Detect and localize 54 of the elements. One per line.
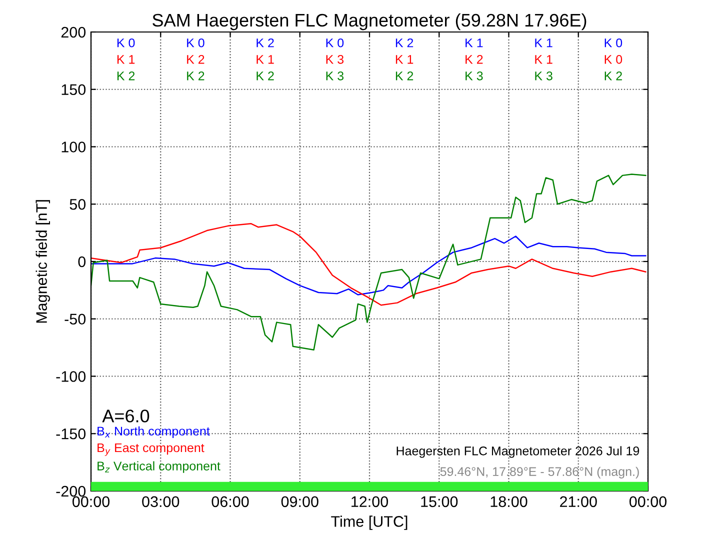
y-axis-title: Magnetic field [nT] <box>36 200 50 323</box>
annotation: K 1 <box>396 55 414 64</box>
annotation: K 3 <box>535 71 552 80</box>
y-tick-label: 0 <box>78 256 86 268</box>
annotation: K 3 <box>326 71 344 80</box>
annotation: K 2 <box>187 71 204 80</box>
x-tick-label: 06:00 <box>212 496 249 508</box>
annotation: K 1 <box>117 55 135 64</box>
text: B$_{x}$ North component <box>98 426 210 438</box>
annotation: K 2 <box>187 54 204 64</box>
y-tick-label: 100 <box>62 142 86 152</box>
text: B$_{y}$ East component <box>98 443 204 456</box>
annotation: K 0 <box>117 38 135 48</box>
y-tick-label: -50 <box>64 314 86 325</box>
annotation: K 2 <box>396 38 414 48</box>
x-tick-label: 21:00 <box>560 496 597 508</box>
x-axis-title: Time [UTC] <box>331 516 408 530</box>
text: B$_{z}$ Vertical component <box>98 461 220 473</box>
x-tick-label: 00:00 <box>629 496 667 508</box>
annotation: K 3 <box>326 54 344 64</box>
annotation: K 1 <box>535 38 552 48</box>
annotation: Haegersten FLC Magnetometer 2026 Jul 19 <box>396 446 640 458</box>
x-tick-label: 00:00 <box>72 496 110 508</box>
y-tick-label: 150 <box>62 84 86 96</box>
annotation: K 0 <box>326 38 344 48</box>
annotation: K 0 <box>187 38 204 48</box>
annotation: K 2 <box>256 71 274 80</box>
x-tick-label: 15:00 <box>421 496 458 508</box>
line-series <box>91 223 646 306</box>
x-tick-label: 18:00 <box>490 496 528 508</box>
line-series <box>91 236 646 296</box>
annotation: 59.46°N, 17.89°E - 57.86°N (magn.) <box>440 466 639 478</box>
annotation: K 3 <box>466 71 483 80</box>
x-tick-label: 03:00 <box>142 496 180 508</box>
y-tick-label: -200 <box>56 486 86 497</box>
x-tick-label: 12:00 <box>352 496 388 508</box>
annotation: K 2 <box>396 71 414 80</box>
y-tick-label: 50 <box>70 198 86 210</box>
annotation: K 1 <box>535 55 552 64</box>
y-tick-label: 200 <box>61 26 86 38</box>
x-tick-label: 09:00 <box>281 496 318 508</box>
annotation: K 2 <box>466 54 483 64</box>
y-tick-label: -100 <box>56 371 86 382</box>
annotation: K 2 <box>117 71 135 80</box>
annotation: K 1 <box>466 38 483 48</box>
annotation: K 2 <box>604 71 622 80</box>
line-series <box>91 174 646 350</box>
annotation: K 0 <box>604 38 622 48</box>
annotation: A=6.0 <box>102 410 150 422</box>
annotation: K 2 <box>256 38 274 48</box>
annotation: K 1 <box>256 55 274 64</box>
annotation: K 0 <box>604 54 622 64</box>
chart-title: SAM Haegersten FLC Magnetometer (59.28N 17.96E) <box>152 13 586 30</box>
y-tick-label: -150 <box>56 428 86 440</box>
